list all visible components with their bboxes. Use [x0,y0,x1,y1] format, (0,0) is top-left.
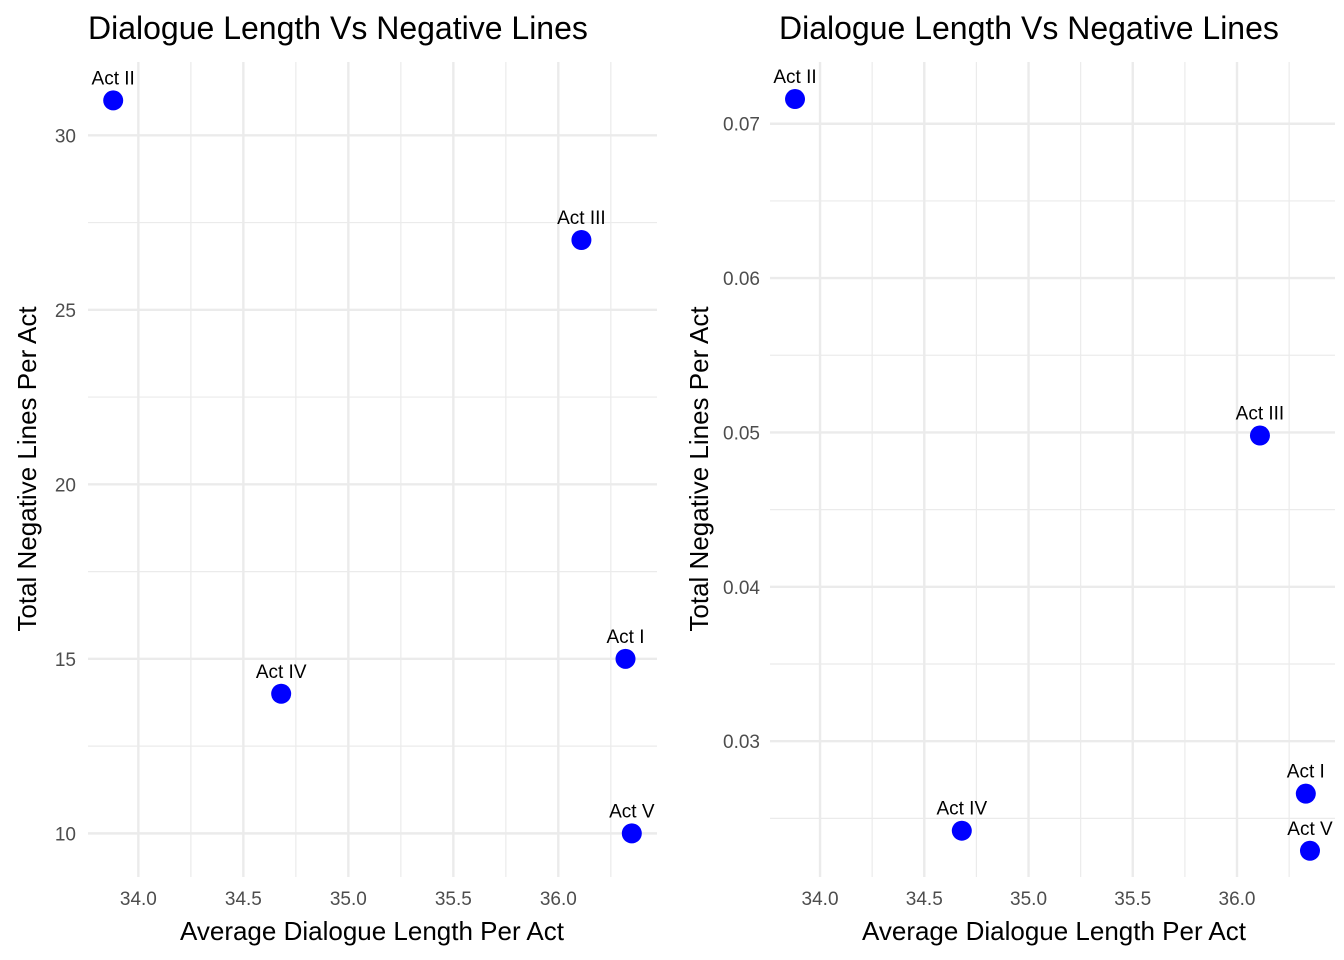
x-tick-label: 36.0 [540,889,577,910]
point-label: Act V [609,801,655,822]
y-tick-label: 20 [55,475,76,496]
x-axis-title: Average Dialogue Length Per Act [180,916,565,946]
data-point [1249,425,1270,446]
y-tick-label: 10 [55,824,76,845]
y-tick-label: 0.05 [723,423,760,444]
point-label: Act II [773,67,816,88]
point-label: Act V [1287,819,1333,840]
y-axis-title: Total Negative Lines Per Act [684,306,714,632]
y-tick-label: 30 [55,126,76,147]
point-label: Act IV [936,799,987,820]
data-point [103,90,124,111]
x-tick-label: 35.5 [435,889,472,910]
chart-title: Dialogue Length Vs Negative Lines [88,10,588,46]
point-label: Act I [1287,762,1325,783]
y-tick-label: 0.07 [723,115,760,136]
y-tick-label: 25 [55,301,76,322]
data-point [1299,840,1320,861]
x-tick-label: 34.5 [906,889,943,910]
data-point [571,230,592,251]
data-point [1295,783,1316,804]
x-tick-label: 34.0 [802,889,839,910]
x-tick-label: 35.0 [330,889,367,910]
y-tick-label: 15 [55,650,76,671]
data-point [271,683,292,704]
point-label: Act I [606,627,644,648]
point-label: Act IV [256,662,307,683]
point-label: Act III [557,208,606,229]
x-tick-label: 35.0 [1010,889,1047,910]
data-point [951,820,972,841]
data-point [621,823,642,844]
x-tick-label: 36.0 [1219,889,1256,910]
x-tick-label: 34.0 [120,889,157,910]
data-point [785,89,806,110]
chart-title: Dialogue Length Vs Negative Lines [779,10,1279,46]
x-tick-label: 34.5 [225,889,262,910]
x-tick-label: 35.5 [1114,889,1151,910]
x-axis-title: Average Dialogue Length Per Act [862,916,1247,946]
y-tick-label: 0.06 [723,269,760,290]
y-tick-label: 0.04 [723,578,760,599]
point-label: Act II [92,68,135,89]
point-label: Act III [1236,404,1285,425]
y-tick-label: 0.03 [723,732,760,753]
y-axis-title: Total Negative Lines Per Act [12,306,42,632]
data-point [615,648,636,669]
